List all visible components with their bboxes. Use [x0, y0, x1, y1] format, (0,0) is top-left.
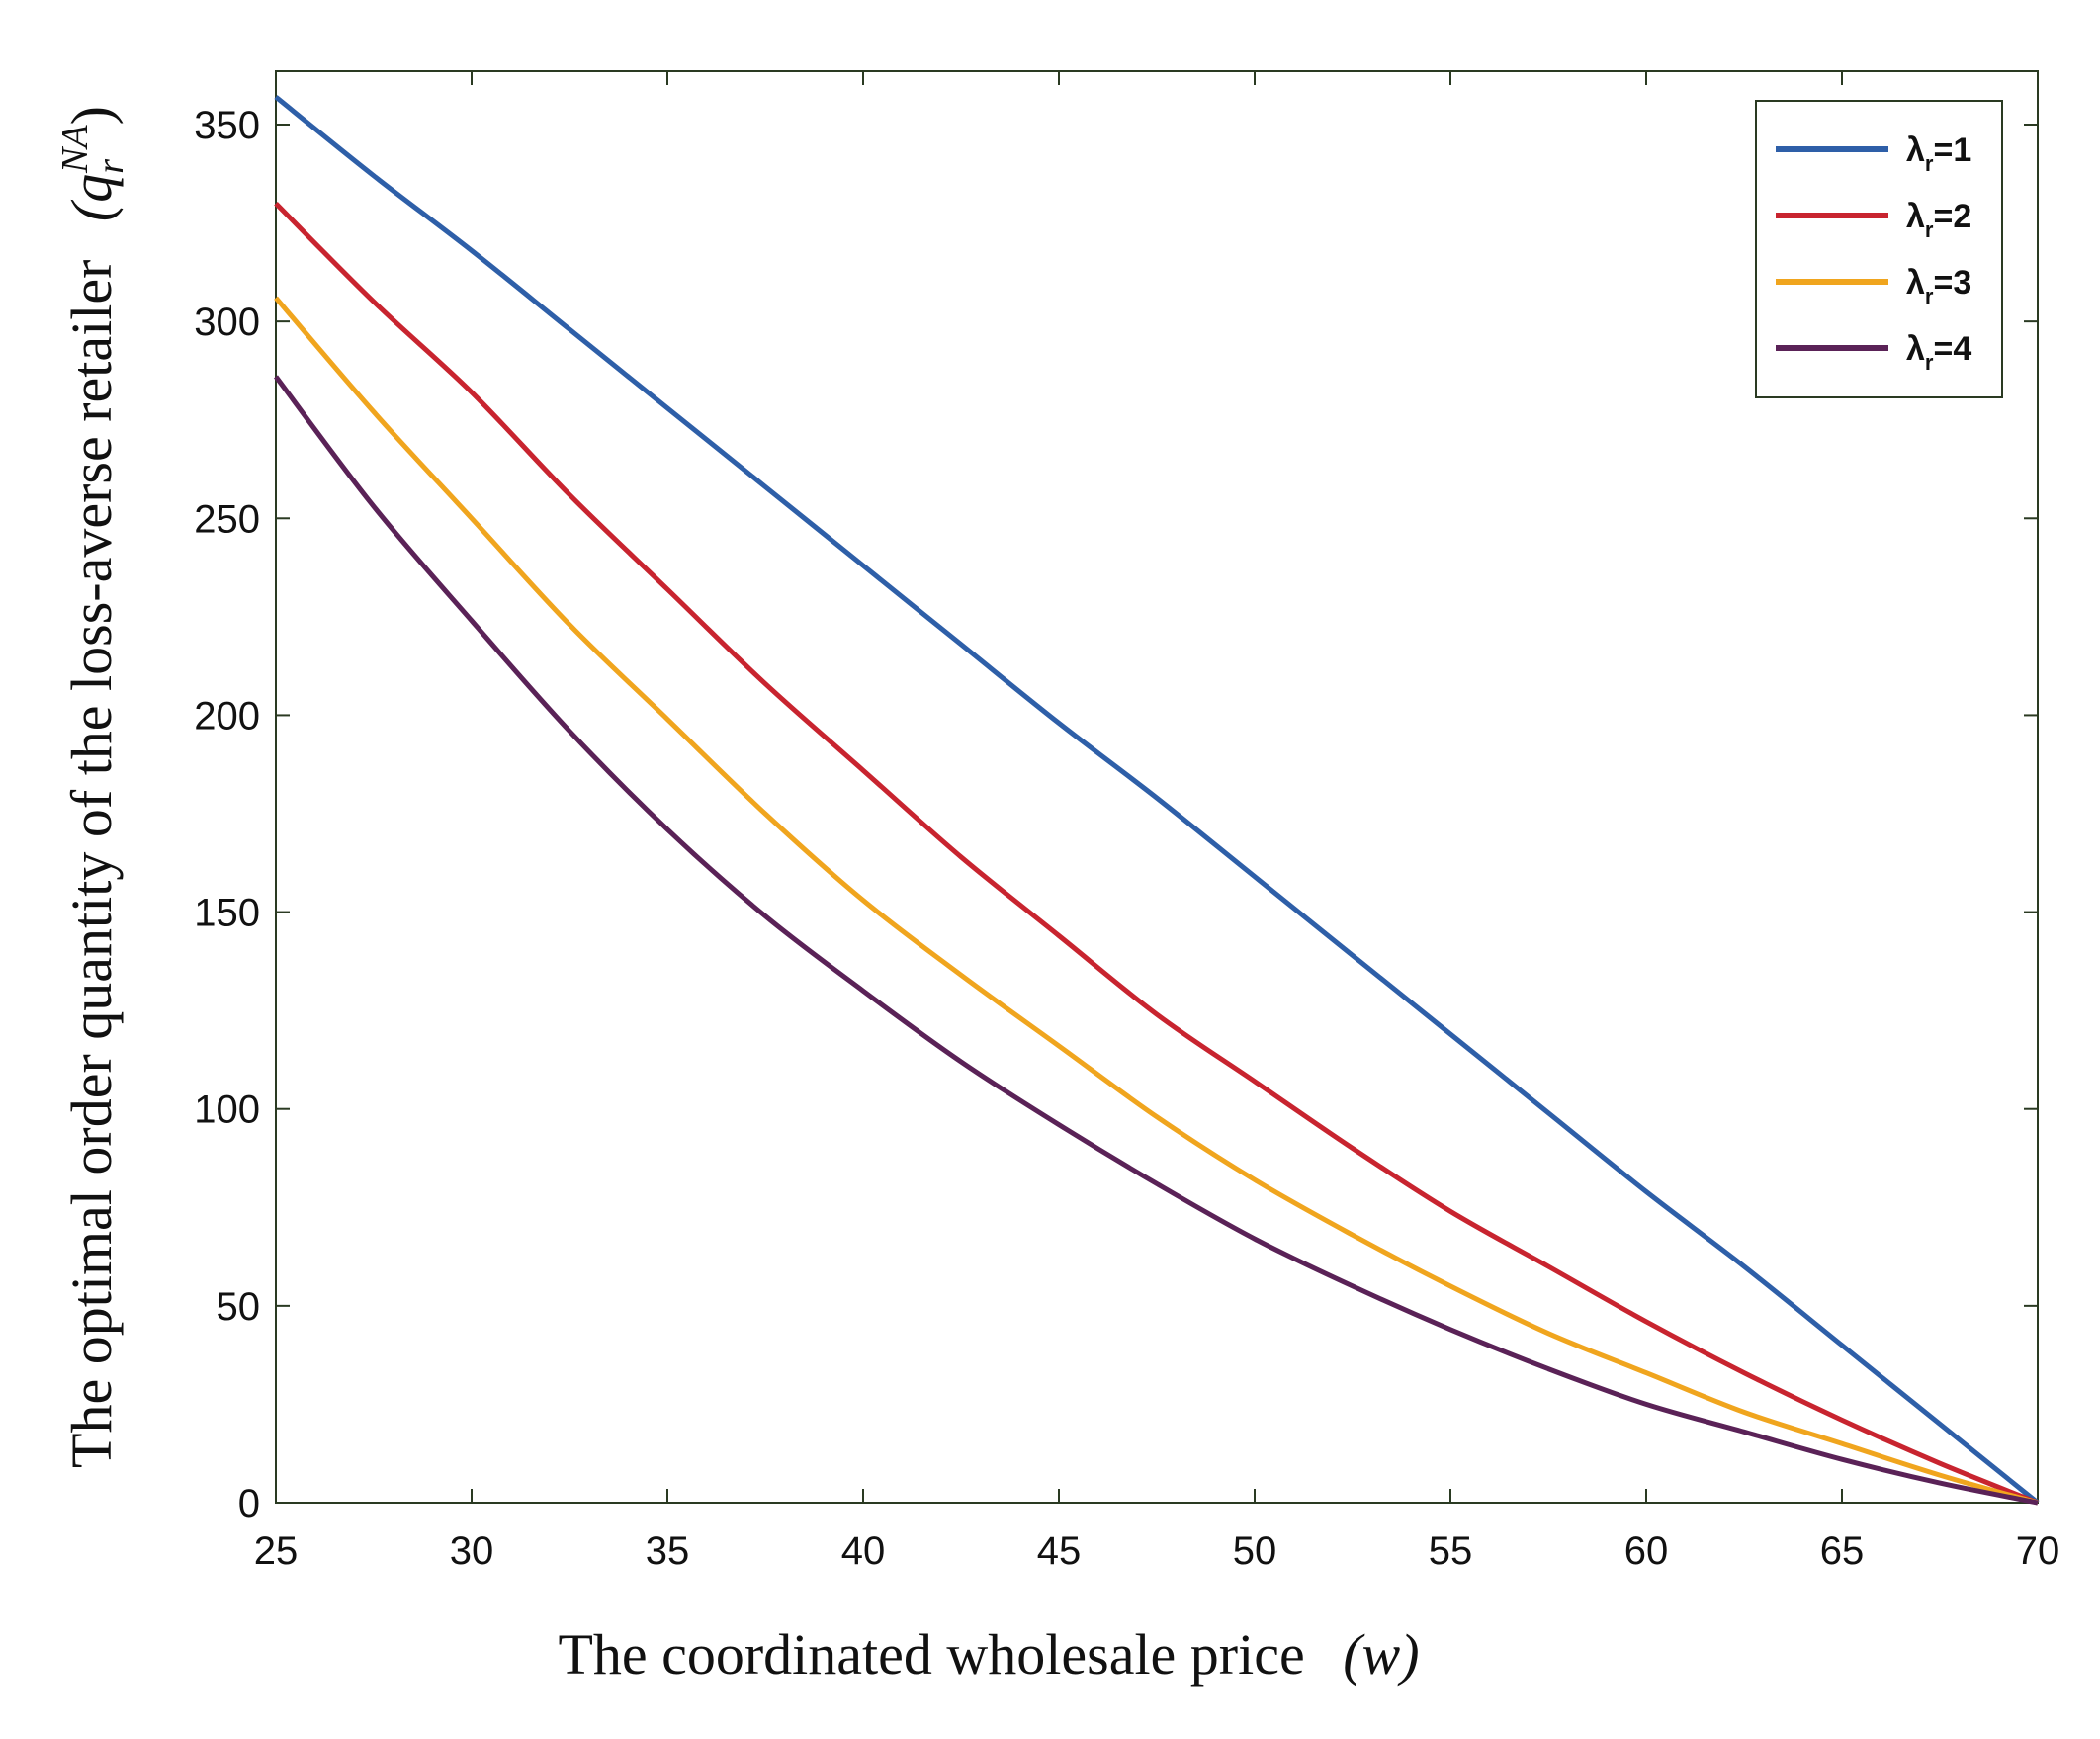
x-axis-title: The coordinated wholesale price (w) — [558, 1622, 1419, 1687]
x-tick-label: 25 — [254, 1529, 299, 1573]
legend-label-3: λr=3 — [1906, 264, 1971, 308]
y-axis-title-symbol: (q — [59, 174, 124, 221]
legend-lambda: λ — [1906, 264, 1925, 302]
x-axis-title-symbol: (w) — [1343, 1622, 1419, 1687]
legend: λr=1λr=2λr=3λr=4 — [1755, 100, 2003, 398]
legend-value: =2 — [1933, 198, 1971, 235]
x-tick-label: 70 — [2016, 1529, 2060, 1573]
legend-lambda: λ — [1906, 131, 1925, 169]
x-tick-label: 60 — [1624, 1529, 1669, 1573]
legend-label-2: λr=2 — [1906, 198, 1971, 242]
x-axis-title-text: The coordinated wholesale price — [558, 1622, 1304, 1687]
legend-value: =4 — [1933, 330, 1971, 368]
series-line-lambda-4 — [274, 375, 2039, 1506]
y-tick-label: 300 — [194, 301, 260, 344]
x-tick-label: 35 — [646, 1529, 690, 1573]
legend-value: =1 — [1933, 131, 1971, 169]
legend-subscript: r — [1925, 151, 1934, 176]
x-tick-label: 30 — [450, 1529, 494, 1573]
x-tick-label: 40 — [841, 1529, 886, 1573]
x-tick-label: 50 — [1233, 1529, 1277, 1573]
y-tick-label: 50 — [217, 1285, 261, 1329]
y-tick-label: 250 — [194, 497, 260, 541]
series-line-lambda-1 — [274, 95, 2040, 1505]
y-tick-label: 200 — [194, 694, 260, 738]
legend-subscript: r — [1925, 350, 1934, 375]
legend-label-4: λr=4 — [1906, 330, 1971, 375]
y-axis-title-text: The optimal order quantity of the loss-a… — [59, 260, 124, 1468]
y-tick-label: 100 — [194, 1088, 260, 1132]
series-line-lambda-2 — [274, 201, 2039, 1506]
x-tick-label: 65 — [1820, 1529, 1865, 1573]
legend-label-1: λr=1 — [1906, 131, 1971, 176]
legend-value: =3 — [1933, 264, 1971, 302]
y-tick-labels: 0 50 100 150 200 250 300 350 — [194, 104, 260, 1525]
legend-subscript: r — [1925, 217, 1934, 242]
y-axis-title-sup: NA — [54, 125, 96, 174]
y-tick-label: 350 — [194, 104, 260, 147]
series-lines — [274, 95, 2040, 1506]
y-axis-title-close: ) — [59, 106, 124, 125]
legend-subscript: r — [1925, 284, 1934, 308]
legend-lambda: λ — [1906, 198, 1925, 235]
y-axis-title: The optimal order quantity of the loss-a… — [54, 106, 131, 1468]
legend-lambda: λ — [1906, 330, 1925, 368]
y-tick-label: 0 — [238, 1482, 260, 1525]
series-line-lambda-3 — [274, 296, 2039, 1506]
x-tick-label: 55 — [1429, 1529, 1473, 1573]
y-axis-title-sub: r — [90, 159, 131, 174]
axis-ticks — [275, 71, 2039, 1504]
x-tick-label: 45 — [1037, 1529, 1082, 1573]
x-tick-labels: 25 30 35 40 45 50 55 60 65 70 — [254, 1529, 2060, 1573]
y-tick-label: 150 — [194, 892, 260, 935]
